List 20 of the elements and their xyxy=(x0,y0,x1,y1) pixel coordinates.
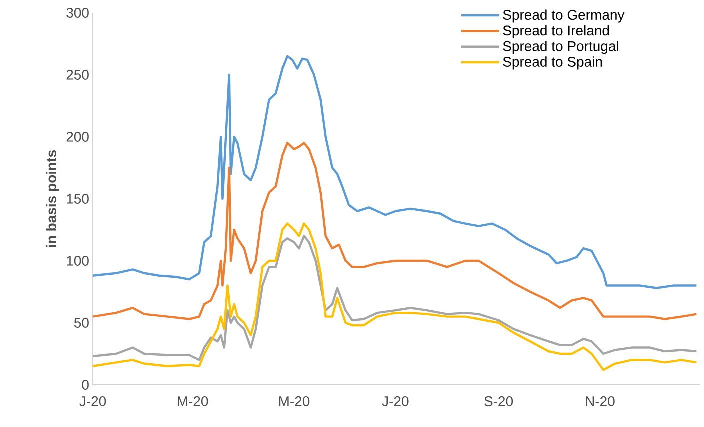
line-series xyxy=(92,222,698,372)
legend-label: Spread to Portugal xyxy=(503,41,618,54)
x-tick-label: M-20 xyxy=(178,396,208,406)
y-tick-label: 300 xyxy=(66,8,89,18)
x-tick-label: J-20 xyxy=(382,396,409,406)
y-tick-label: 250 xyxy=(66,70,89,80)
y-axis-title: in basis points xyxy=(46,150,60,248)
x-tick-label: S-20 xyxy=(484,396,514,406)
y-tick-label: 100 xyxy=(67,256,89,266)
line-series xyxy=(92,235,698,362)
y-tick-label: 50 xyxy=(74,318,89,328)
legend-label: Spread to Germany xyxy=(503,10,625,23)
legend-label: Spread to Spain xyxy=(503,56,602,70)
legend-label: Spread to Ireland xyxy=(503,25,610,38)
x-tick-label: M-20 xyxy=(279,396,310,406)
x-tick-label: J-20 xyxy=(80,396,106,406)
y-tick-label: 150 xyxy=(67,194,89,204)
x-tick-label: N-20 xyxy=(586,396,615,406)
y-tick-label: 0 xyxy=(82,380,89,390)
y-tick-label: 200 xyxy=(66,132,89,142)
